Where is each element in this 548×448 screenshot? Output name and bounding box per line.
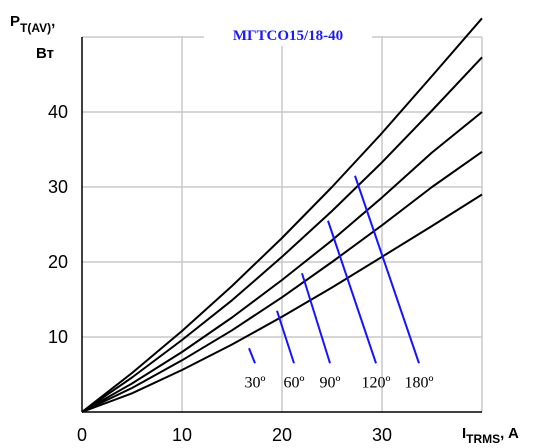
angle-pointer: [276, 310, 295, 364]
angle-label: 120º: [362, 374, 391, 391]
angle-label: 180º: [405, 374, 434, 391]
angle-pointers: [248, 175, 420, 364]
series-line-60deg: [81, 56, 483, 413]
y-tick-label: 10: [48, 327, 68, 347]
x-tick-label: 30: [372, 425, 392, 445]
series-line-120deg: [81, 150, 483, 413]
curves: [81, 17, 483, 413]
grid: [82, 36, 483, 412]
y-tick-label: 20: [48, 252, 68, 272]
y-axis-label-sub: T(AV): [20, 21, 51, 35]
x-axis-label-main: I: [462, 425, 466, 442]
x-tick-label: 10: [172, 425, 192, 445]
y-axis-unit: Вт: [36, 45, 54, 62]
series-line-90deg: [81, 111, 483, 413]
chart-title-backdrop: [204, 22, 372, 46]
series-line-30deg: [81, 17, 483, 413]
y-tick-label: 30: [48, 177, 68, 197]
x-axis-label-suffix: , A: [500, 425, 519, 442]
angle-label: 60º: [284, 374, 305, 391]
chart-title: МГТСО15/18-40: [233, 28, 343, 44]
angle-label: 90º: [320, 374, 341, 391]
angle-label: 30º: [245, 374, 266, 391]
angle-pointer: [327, 220, 377, 364]
series-line-180deg: [81, 193, 483, 413]
x-axis-label-sub: TRMS: [466, 432, 500, 446]
y-axis-label: PT(AV),: [10, 13, 55, 35]
tick-labels: 0 10 20 30 10 20 30 40: [48, 102, 392, 445]
x-axis-label: ITRMS, A: [462, 425, 519, 446]
y-tick-label: 40: [48, 102, 68, 122]
angle-labels: 30º 60º 90º 120º 180º: [245, 374, 434, 391]
angle-pointer: [354, 175, 420, 364]
x-tick-label: 20: [272, 425, 292, 445]
angle-pointer: [248, 347, 256, 364]
axes: [81, 37, 482, 413]
y-axis-label-main: P: [10, 13, 20, 30]
y-axis-label-suffix: ,: [51, 13, 55, 30]
x-tick-label: 0: [77, 425, 87, 445]
angle-pointer: [301, 272, 331, 364]
